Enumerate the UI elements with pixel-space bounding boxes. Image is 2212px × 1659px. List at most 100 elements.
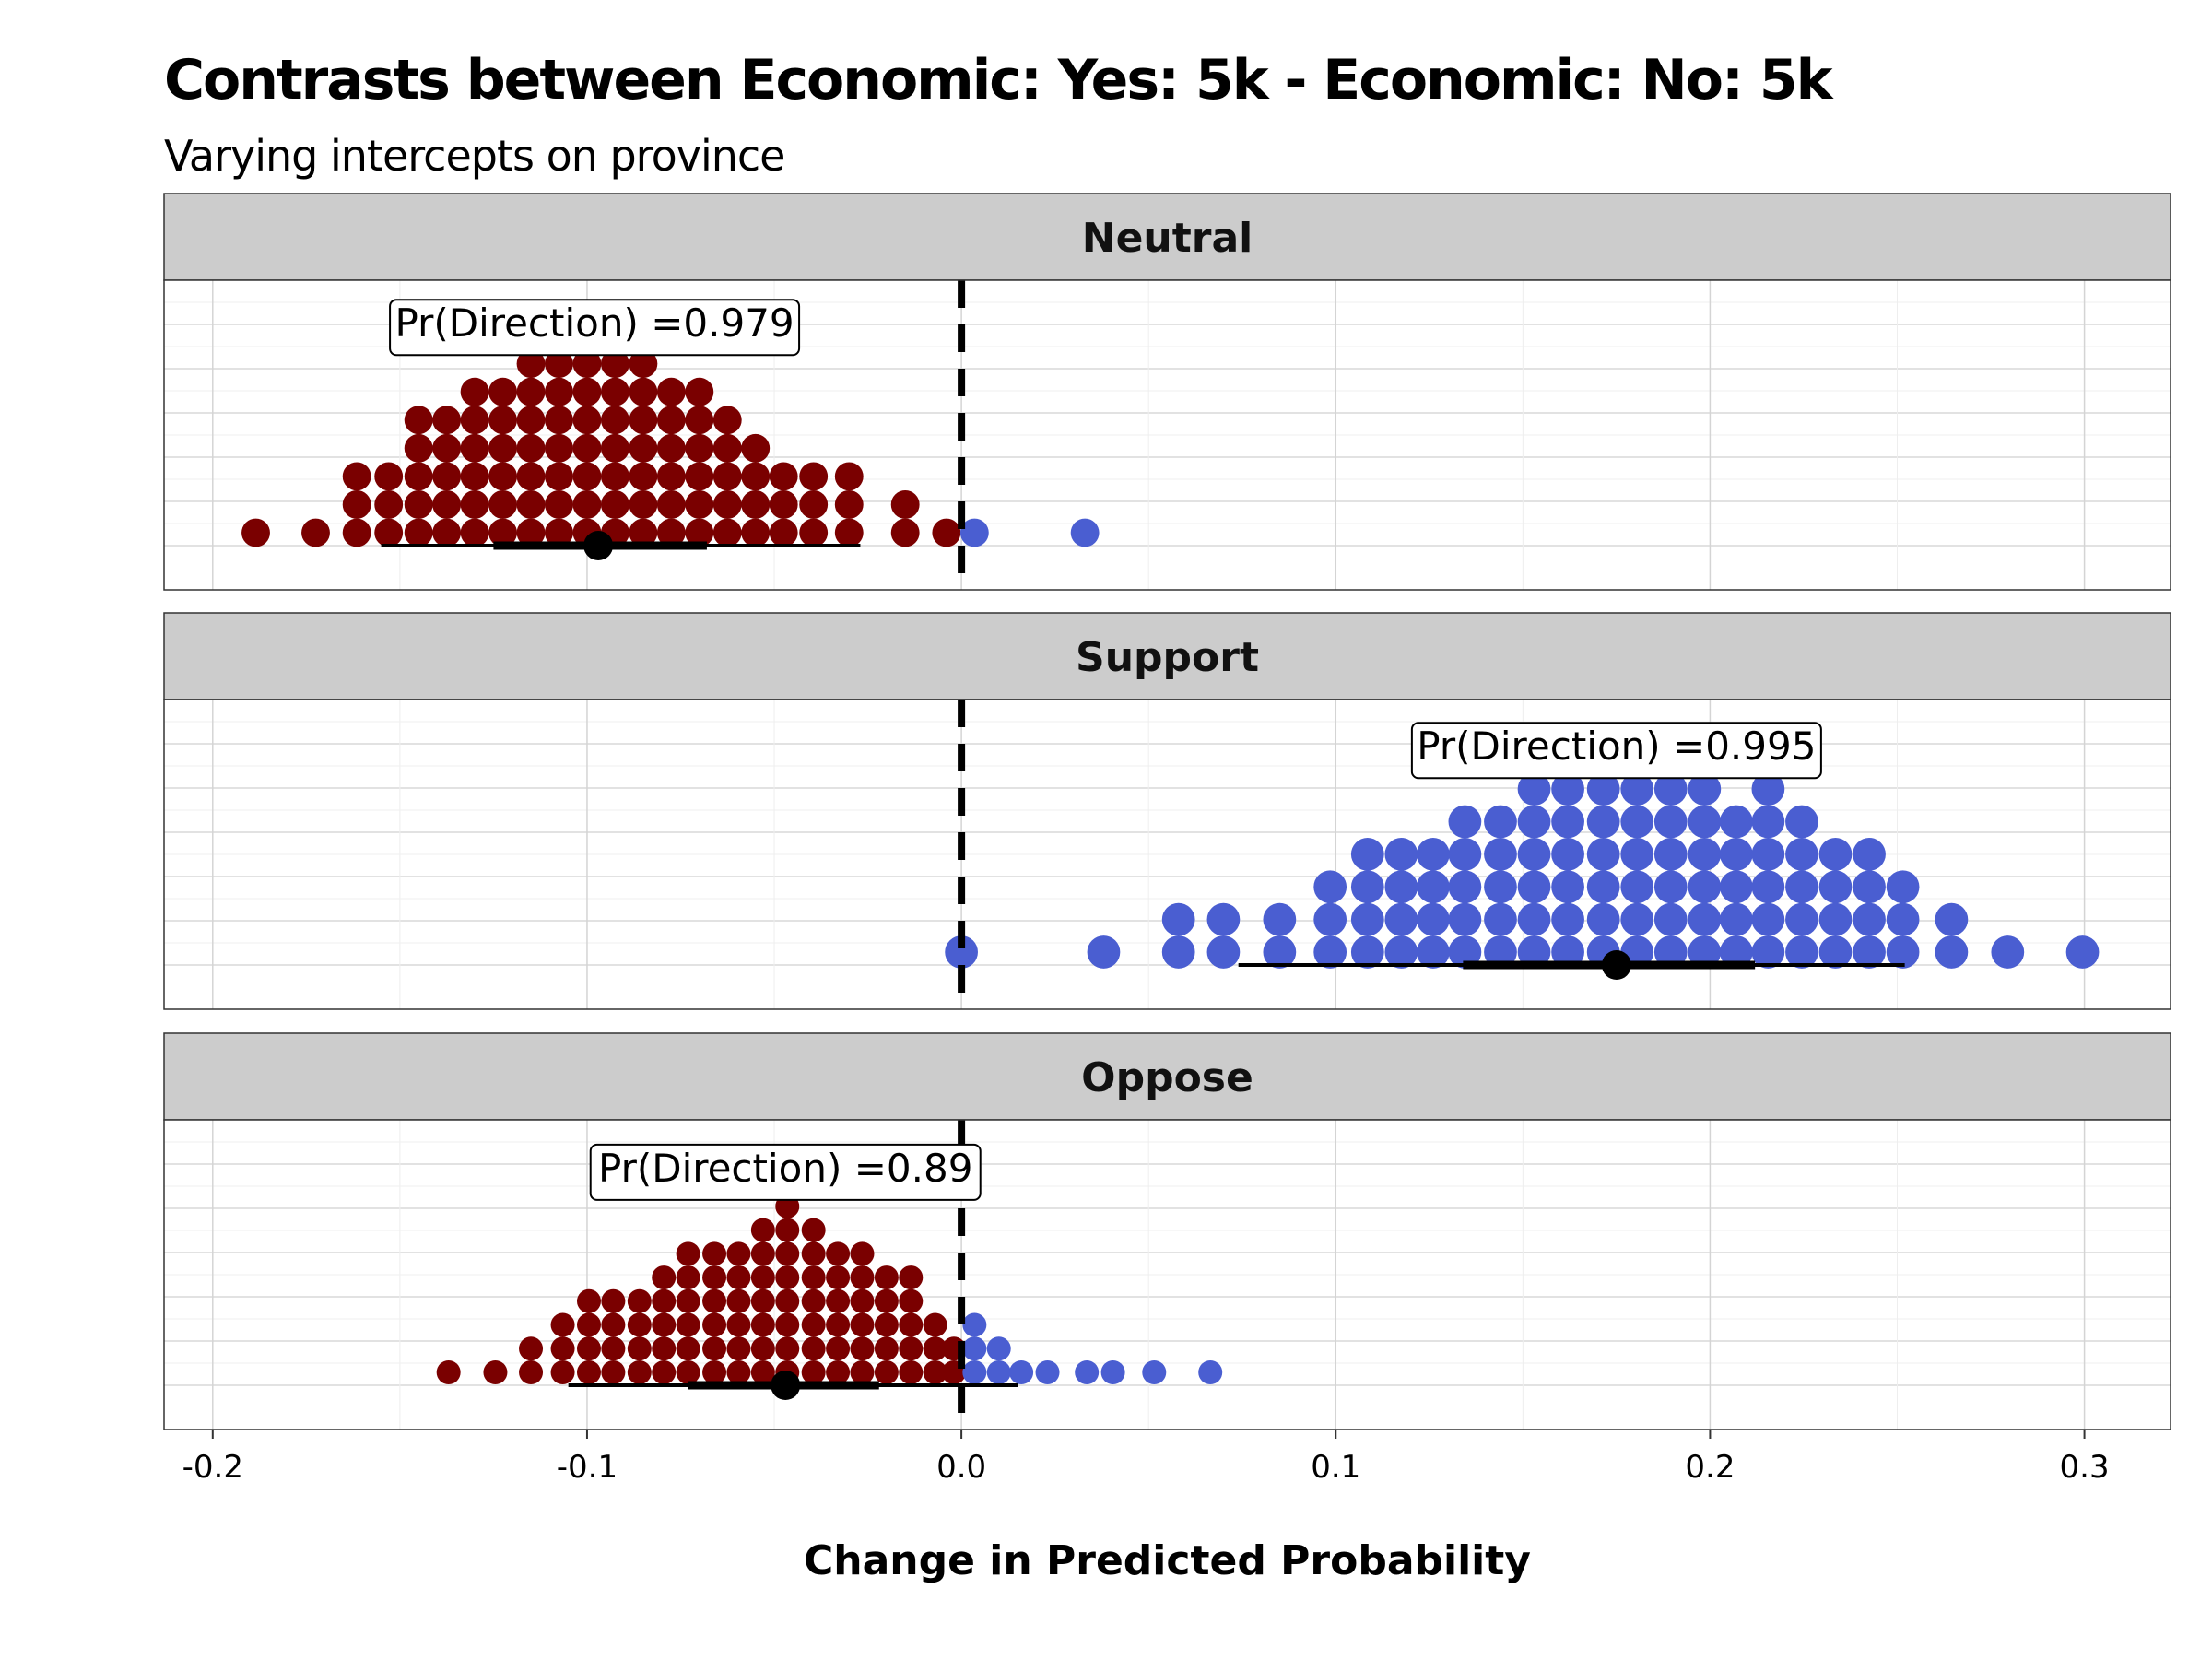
dot bbox=[1517, 935, 1551, 969]
dot bbox=[1853, 870, 1886, 904]
x-tick-label: 0.2 bbox=[1685, 1449, 1735, 1486]
panel-neutral: Neutral Pr(Direction) =0.979 bbox=[163, 193, 2171, 591]
dot bbox=[850, 1265, 875, 1290]
dot bbox=[301, 518, 330, 547]
dot bbox=[1586, 772, 1620, 806]
dot bbox=[1853, 935, 1886, 969]
dot bbox=[775, 1288, 800, 1313]
dot bbox=[545, 377, 573, 406]
dot bbox=[986, 1336, 1011, 1361]
dot bbox=[576, 1312, 601, 1337]
dot bbox=[799, 490, 829, 519]
dot bbox=[850, 1336, 875, 1361]
dot bbox=[1688, 902, 1722, 936]
dot bbox=[600, 433, 629, 463]
point-estimate bbox=[1601, 950, 1631, 980]
dot bbox=[923, 1312, 947, 1337]
annotation-label: Pr(Direction) =0.995 bbox=[1417, 724, 1816, 769]
dot bbox=[1313, 935, 1347, 969]
facet-strip bbox=[163, 612, 2171, 700]
dot bbox=[741, 490, 771, 519]
dot bbox=[342, 462, 371, 491]
dot bbox=[1853, 837, 1886, 871]
dot bbox=[629, 490, 658, 519]
dot bbox=[342, 490, 371, 519]
dot bbox=[1384, 935, 1418, 969]
dot bbox=[1751, 870, 1785, 904]
dot bbox=[488, 462, 518, 491]
panel-oppose: Oppose Pr(Direction) =0.89 bbox=[163, 1032, 2171, 1430]
dot bbox=[1719, 902, 1753, 936]
dot bbox=[572, 349, 602, 379]
dot bbox=[652, 1336, 677, 1361]
dot bbox=[404, 433, 433, 463]
dot bbox=[899, 1336, 924, 1361]
dot bbox=[488, 518, 518, 547]
dot bbox=[1620, 772, 1654, 806]
dot bbox=[685, 377, 714, 406]
dot bbox=[726, 1265, 751, 1290]
dot bbox=[652, 1288, 677, 1313]
dot bbox=[775, 1312, 800, 1337]
dot bbox=[874, 1312, 899, 1337]
dot bbox=[1417, 870, 1450, 904]
dot bbox=[516, 490, 546, 519]
dot bbox=[712, 490, 742, 519]
dot bbox=[1653, 837, 1688, 871]
dot bbox=[519, 1336, 544, 1361]
dot bbox=[1620, 805, 1654, 839]
dot bbox=[1484, 805, 1517, 839]
dot bbox=[890, 518, 920, 547]
dot bbox=[799, 462, 829, 491]
dot bbox=[652, 1360, 677, 1384]
dot bbox=[601, 1312, 626, 1337]
dot bbox=[656, 518, 686, 547]
dot bbox=[712, 406, 742, 435]
dot bbox=[1785, 935, 1818, 969]
dot bbox=[1484, 870, 1517, 904]
dot bbox=[1035, 1360, 1060, 1384]
dot bbox=[1886, 870, 1920, 904]
dot bbox=[750, 1241, 775, 1266]
dot bbox=[1263, 935, 1297, 969]
dot bbox=[685, 490, 714, 519]
dot bbox=[1886, 935, 1920, 969]
annotation-box bbox=[589, 1143, 982, 1201]
dot bbox=[899, 1265, 924, 1290]
dot bbox=[1751, 902, 1785, 936]
dot bbox=[516, 518, 546, 547]
dot bbox=[702, 1312, 727, 1337]
dot bbox=[1853, 902, 1886, 936]
dot bbox=[550, 1360, 575, 1384]
dot bbox=[460, 433, 489, 463]
dot bbox=[629, 406, 658, 435]
dot bbox=[1417, 902, 1450, 936]
dot bbox=[572, 433, 602, 463]
annotation-label: Pr(Direction) =0.89 bbox=[598, 1146, 972, 1191]
dot bbox=[726, 1241, 751, 1266]
dot bbox=[629, 377, 658, 406]
dot bbox=[685, 462, 714, 491]
dot bbox=[1653, 902, 1688, 936]
dot bbox=[629, 433, 658, 463]
dot bbox=[775, 1336, 800, 1361]
dot bbox=[1751, 805, 1785, 839]
dot bbox=[676, 1312, 700, 1337]
dot bbox=[1653, 772, 1688, 806]
dot bbox=[652, 1265, 677, 1290]
dot bbox=[600, 406, 629, 435]
dot bbox=[676, 1288, 700, 1313]
dot bbox=[741, 462, 771, 491]
dot bbox=[629, 462, 658, 491]
dot bbox=[850, 1360, 875, 1384]
dot bbox=[1100, 1360, 1125, 1384]
dot bbox=[959, 518, 989, 547]
annotation-box bbox=[1410, 722, 1822, 780]
dot bbox=[1653, 870, 1688, 904]
dot bbox=[1620, 870, 1654, 904]
dot bbox=[1350, 902, 1384, 936]
dot bbox=[801, 1312, 826, 1337]
dot bbox=[432, 518, 462, 547]
dot bbox=[874, 1360, 899, 1384]
dot bbox=[801, 1218, 826, 1242]
